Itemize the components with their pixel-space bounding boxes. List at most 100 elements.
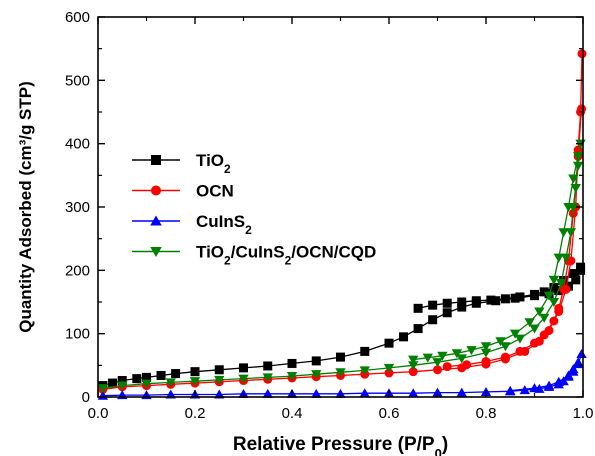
series-4-adsorption-point [565, 228, 577, 238]
series-4-desorption-point [495, 337, 506, 347]
series-1-adsorption-point [360, 346, 370, 356]
y-tick-label: 500 [65, 72, 90, 89]
series-1-adsorption-point [108, 378, 118, 388]
series-4-desorption-point [524, 318, 535, 328]
series-3-desorption-point [553, 376, 564, 386]
series-4-desorption-point [563, 202, 574, 212]
axes: 0.0 0.2 0.4 0.6 0.8 1.0 0 100 200 300 400 500 600 Rel… [16, 9, 593, 456]
series-4-desorption-point [572, 152, 584, 162]
series-1-adsorption-point [428, 315, 438, 325]
series-2-desorption-point [442, 362, 452, 372]
series-3-desorption-point [543, 380, 555, 390]
series-2-desorption-line [447, 108, 583, 368]
series-1-desorption-point [413, 303, 423, 313]
series-1-desorption-point [515, 292, 525, 302]
series-4-adsorption-point [214, 375, 225, 385]
series-4-desorption-point [543, 291, 555, 301]
series-2-desorption-point [515, 346, 525, 356]
series-2-desorption-point [481, 357, 491, 367]
series-2-adsorption-point [433, 365, 442, 375]
plot-frame [97, 16, 584, 398]
series-3-adsorption-point [311, 388, 322, 398]
series-4-adsorption-point [560, 253, 572, 263]
y-tick-label: 200 [65, 262, 90, 279]
series-1-desorption-point [500, 294, 510, 304]
series-1-adsorption-point [311, 356, 321, 366]
series-4-adsorption-point [262, 373, 273, 383]
series-4-adsorption-point [514, 334, 526, 344]
series-3-adsorption-point [408, 388, 419, 398]
series-1-adsorption-point [117, 376, 127, 386]
series-4-adsorption-point [548, 297, 560, 307]
series-2-adsorption-line [102, 53, 583, 391]
series-4-desorption-point [466, 346, 477, 356]
series-1-desorption-point [471, 296, 481, 306]
series-1-desorption-point [457, 297, 467, 307]
series-3-adsorption-point [456, 387, 467, 397]
series-2-desorption-point [462, 360, 472, 370]
series-1-adsorption-point [336, 352, 345, 362]
series-4-desorption-point [568, 174, 579, 184]
y-tick-label: 600 [65, 9, 90, 26]
y-tick-label: 0 [82, 389, 90, 406]
series-1-adsorption-point [384, 338, 394, 348]
series-4-adsorption-point [556, 278, 567, 288]
x-axis-title: Relative Pressure (P/P0) [233, 434, 448, 456]
series-2-desorption-point [539, 330, 549, 340]
series-4-desorption-line [413, 156, 579, 361]
legend: TiO2 OCN CuInS2 TiO2/CuInS2/OCN/CQD [132, 151, 376, 268]
series-1-adsorption-point [287, 358, 297, 368]
series-1-adsorption-point [214, 365, 224, 375]
series-3-adsorption-point [359, 388, 370, 398]
series-3-desorption-point [529, 383, 540, 393]
series-1-desorption-point [576, 262, 586, 272]
series-2-adsorption-point [577, 49, 587, 59]
series-4-adsorption-point [165, 378, 176, 388]
series-4-desorption-point [422, 353, 433, 363]
series-1-adsorption-point [510, 293, 520, 303]
series-4-adsorption-point [311, 370, 322, 380]
series-1-adsorption-point [142, 372, 151, 382]
legend-label-2: OCN [196, 182, 234, 201]
series-2-adsorption-point [384, 368, 394, 378]
series-3-desorption-point [568, 364, 579, 374]
plot-area [97, 49, 587, 400]
series-1-adsorption-point [399, 332, 409, 342]
series-4-adsorption-point [286, 372, 298, 382]
y-tick-label: 300 [65, 199, 90, 216]
series-2-adsorption-point [408, 367, 418, 377]
series-3-adsorption-point [576, 348, 587, 358]
series-1-desorption-point [549, 282, 559, 292]
x-tick-label: 0.0 [88, 405, 109, 422]
series-1-desorption-point [486, 295, 496, 305]
series-1-adsorption-point [239, 363, 248, 373]
series-4-adsorption-point [359, 366, 370, 376]
series-1-adsorption-point [190, 367, 200, 377]
y-tick-label: 100 [65, 326, 90, 343]
series-3-adsorption-point [262, 388, 273, 398]
series-4-desorption-point [553, 253, 564, 263]
series-4-desorption-point [408, 355, 419, 365]
series-4-adsorption-point [529, 324, 540, 334]
series-1-adsorption-point [442, 308, 452, 318]
legend-marker-1 [151, 155, 161, 165]
series-1-adsorption-point [263, 361, 273, 371]
series-2-desorption-point [500, 352, 510, 362]
series-1-adsorption-point [571, 275, 581, 285]
series-2-desorption-point [530, 338, 539, 348]
series-4-adsorption-point [456, 354, 467, 364]
series-4-desorption-point [534, 307, 545, 317]
series-4-desorption-point [480, 342, 492, 352]
series-4-desorption-point [437, 351, 448, 361]
series-4-adsorption-point [97, 384, 109, 394]
series-4-desorption-point [509, 329, 521, 339]
series-3-desorption-point [505, 385, 516, 395]
series-1-desorption-point [428, 300, 438, 310]
x-tick-label: 0.6 [379, 405, 400, 422]
x-tick-label: 0.4 [282, 405, 303, 422]
x-tick-label: 0.8 [476, 405, 497, 422]
x-tick-label: 1.0 [573, 405, 594, 422]
series-4-adsorption-point [335, 368, 346, 378]
series-3-desorption-point [563, 370, 574, 380]
